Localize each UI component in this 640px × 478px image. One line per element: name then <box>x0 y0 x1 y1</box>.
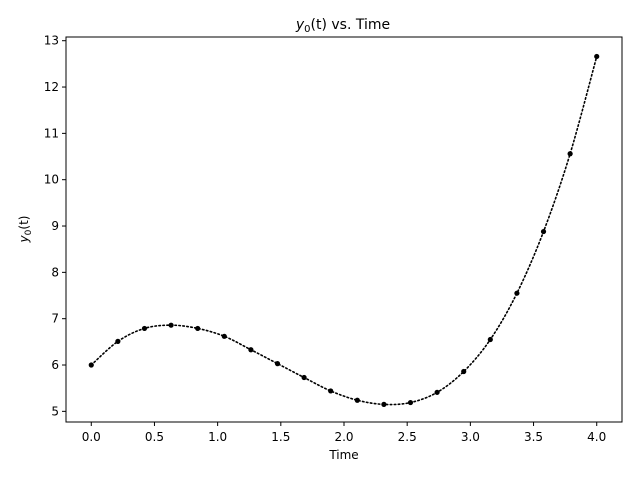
title-sub: 0 <box>304 24 310 35</box>
title-rest: vs. Time <box>327 17 390 33</box>
y-tick-label: 10 <box>44 173 59 187</box>
x-tick-label: 4.0 <box>587 430 606 444</box>
y-tick-label: 6 <box>51 358 59 372</box>
x-tick-label: 2.5 <box>398 430 417 444</box>
x-tick-label: 3.0 <box>461 430 480 444</box>
x-tick-label: 1.0 <box>208 430 227 444</box>
title-arg: (t) <box>311 17 327 33</box>
data-point <box>141 325 148 332</box>
data-point <box>274 361 281 367</box>
data-point <box>328 388 334 394</box>
x-tick-label: 3.5 <box>524 430 543 444</box>
x-tick-label: 0.0 <box>82 430 101 444</box>
data-point <box>434 389 440 395</box>
data-point <box>594 53 600 60</box>
data-point <box>221 333 227 339</box>
y-tick-label: 9 <box>51 219 59 233</box>
data-point <box>461 368 467 375</box>
data-point <box>514 290 520 296</box>
x-tick-label: 2.0 <box>334 430 353 444</box>
data-point <box>540 228 547 235</box>
series-points <box>88 53 600 407</box>
data-point <box>354 397 360 403</box>
data-point <box>88 362 94 368</box>
data-point <box>567 151 573 157</box>
ylabel-sub: 0 <box>24 229 34 235</box>
x-tick-label: 0.5 <box>145 430 164 444</box>
plot-frame <box>65 36 623 423</box>
data-point <box>381 401 387 407</box>
x-axis-title: Time <box>328 448 358 462</box>
x-tick-label: 1.5 <box>271 430 290 444</box>
x-axis-ticks: 0.0 0.5 1.0 1.5 2.0 2.5 3.0 3.5 4.0 <box>82 422 606 444</box>
y-axis-ticks: 5 6 7 8 9 10 11 12 13 <box>44 34 66 418</box>
data-point <box>407 399 414 406</box>
ylabel-var: y <box>17 234 31 243</box>
ylabel-arg: (t) <box>17 216 31 230</box>
data-point <box>115 338 121 344</box>
data-point <box>168 322 174 328</box>
series-line <box>90 55 598 406</box>
chart-title: y0(t) vs. Time <box>295 17 390 35</box>
data-point <box>487 336 493 343</box>
data-point <box>301 374 307 381</box>
y-tick-label: 13 <box>44 34 59 48</box>
y-tick-label: 12 <box>44 80 59 94</box>
y-tick-label: 8 <box>51 265 59 279</box>
y-axis-title: y0(t) <box>17 216 34 244</box>
title-var: y <box>295 17 305 33</box>
data-point <box>248 347 254 353</box>
data-point <box>195 325 201 332</box>
y-tick-label: 5 <box>51 404 59 418</box>
y-tick-label: 11 <box>44 126 59 140</box>
y-tick-label: 7 <box>51 312 59 326</box>
